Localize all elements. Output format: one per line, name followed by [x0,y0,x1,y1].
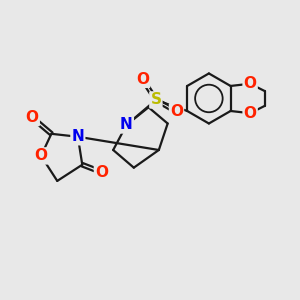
Text: O: O [34,148,48,164]
Text: S: S [150,92,161,107]
Text: O: O [244,76,256,91]
Text: O: O [95,165,108,180]
Text: O: O [170,104,183,119]
Text: O: O [136,72,149,87]
Text: O: O [26,110,39,125]
Text: N: N [71,129,84,144]
Text: N: N [120,118,133,133]
Text: O: O [244,106,256,121]
